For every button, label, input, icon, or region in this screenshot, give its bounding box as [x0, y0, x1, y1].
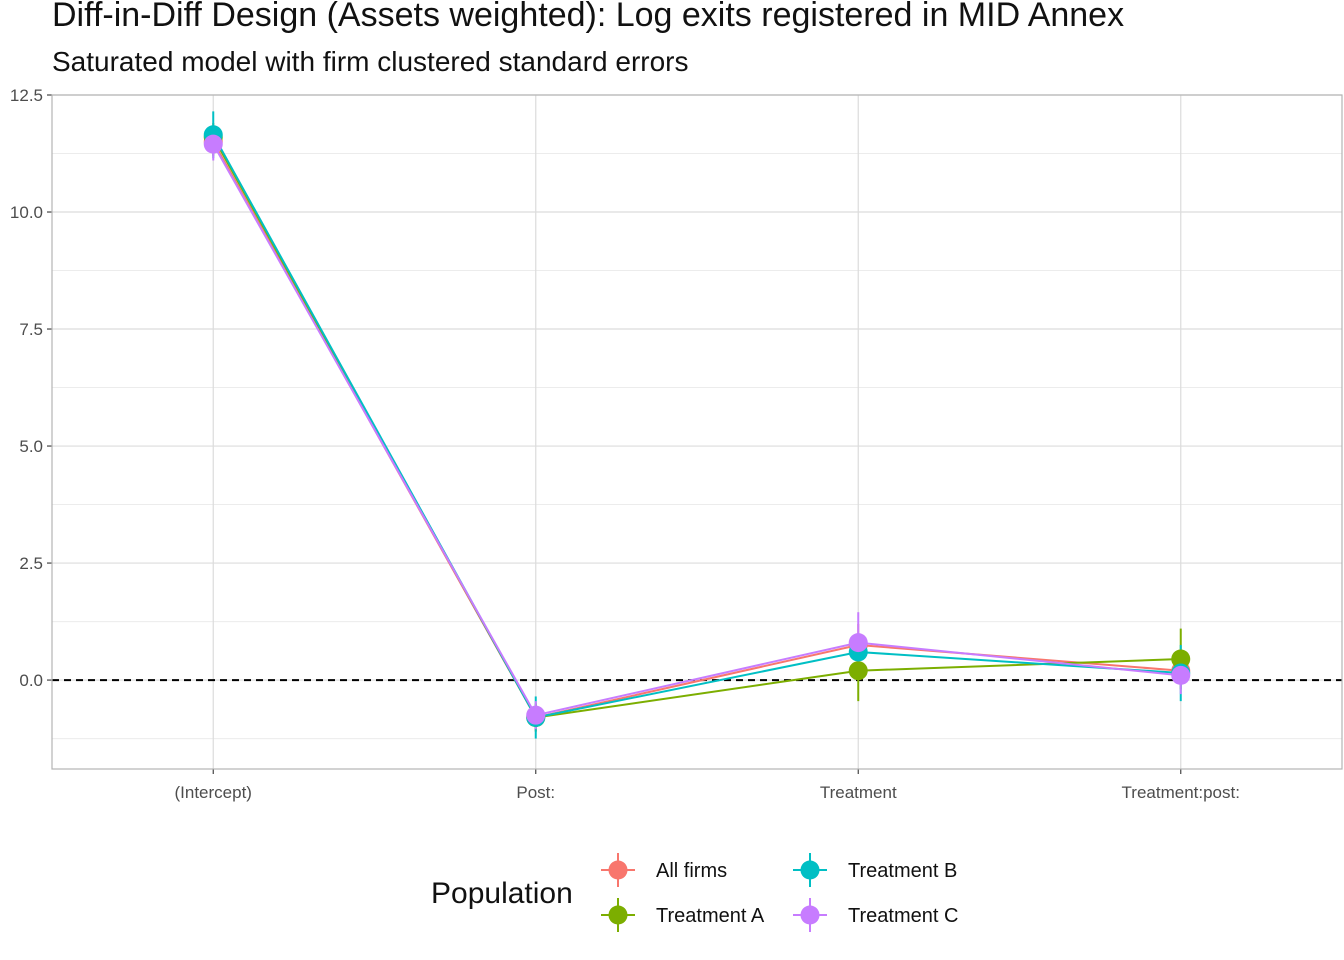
- x-tick-label: Post:: [516, 783, 555, 802]
- legend-key-point: [608, 860, 628, 880]
- chart-title: Diff-in-Diff Design (Assets weighted): L…: [52, 0, 1125, 34]
- axes: 0.0 2.5 5.0 7.5 10.0 12.5 (Intercept) Post: Trea…: [10, 86, 1343, 802]
- legend-key-point: [800, 905, 820, 925]
- legend-label: All firms: [656, 860, 727, 882]
- y-tick-label: 5.0: [19, 437, 43, 456]
- panel-border: [51, 94, 1343, 770]
- series-line-3: [212, 143, 1181, 717]
- y-tick-label: 2.5: [19, 554, 43, 573]
- series-line-0: [212, 141, 1181, 719]
- data-point: [848, 661, 868, 681]
- series-line-2: [212, 134, 1181, 719]
- legend-label: Treatment B: [848, 860, 957, 882]
- x-tick-label: Treatment: [820, 783, 897, 802]
- data-point: [848, 633, 868, 653]
- y-tick-label: 12.5: [10, 86, 43, 105]
- legend-key-point: [800, 860, 820, 880]
- legend-label: Treatment C: [848, 905, 958, 927]
- data-point: [203, 134, 223, 154]
- data-point: [1171, 649, 1191, 669]
- data-points: [203, 125, 1191, 728]
- data-point: [526, 705, 546, 725]
- y-tick-label: 0.0: [19, 671, 43, 690]
- legend-title: Population: [431, 877, 573, 910]
- series-line-1: [212, 136, 1181, 719]
- x-tick-label: Treatment:post:: [1122, 783, 1240, 802]
- series-lines: [212, 134, 1181, 719]
- legend-label: Treatment A: [656, 905, 765, 927]
- y-tick-label: 7.5: [19, 320, 43, 339]
- y-tick-label: 10.0: [10, 203, 43, 222]
- legend-key-point: [608, 905, 628, 925]
- data-point: [1171, 665, 1191, 685]
- legend: Population All firms Treatment A Treatment …: [431, 853, 958, 932]
- error-bars: [212, 111, 1182, 739]
- chart-subtitle: Saturated model with firm clustered stan…: [52, 46, 689, 77]
- x-tick-label: (Intercept): [175, 783, 252, 802]
